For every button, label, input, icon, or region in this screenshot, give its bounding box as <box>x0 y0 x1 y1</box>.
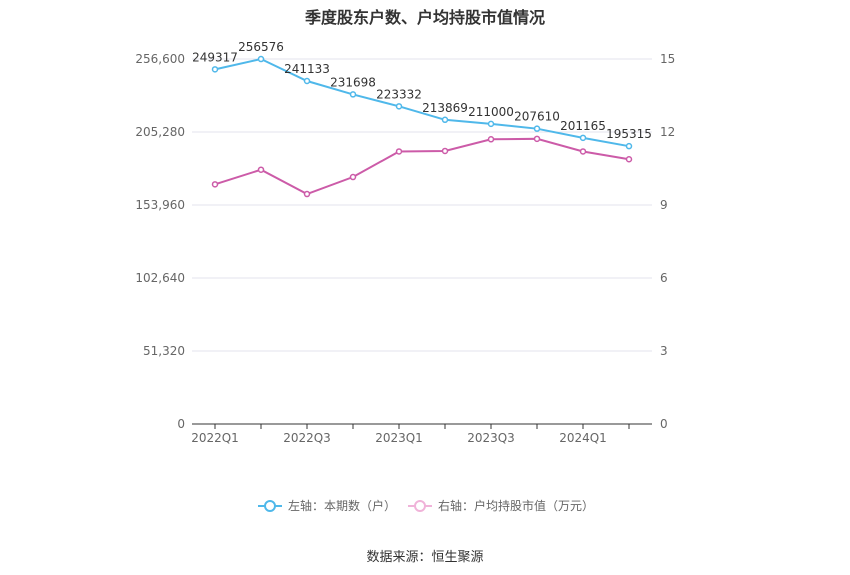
series-1-point <box>487 120 495 128</box>
chart-title: 季度股东户数、户均持股市值情况 <box>304 8 545 27</box>
left-axis-tick-label: 102,640 <box>135 271 185 285</box>
right-axis-tick-label: 3 <box>660 344 668 358</box>
series-2-point <box>211 181 219 188</box>
data-label: 256576 <box>238 40 284 54</box>
data-label: 231698 <box>330 75 376 89</box>
left-axis-tick-label: 205,280 <box>135 125 185 139</box>
left-axis-tick-label: 51,320 <box>143 344 185 358</box>
right-axis-tick-label: 15 <box>660 52 675 66</box>
x-axis-tick-label: 2023Q1 <box>375 431 423 445</box>
series-1-point <box>533 125 541 132</box>
x-axis-tick-label: 2022Q1 <box>191 431 239 445</box>
series-2-point <box>487 136 495 143</box>
series-1-point <box>395 103 403 110</box>
data-label: 211000 <box>468 105 514 119</box>
data-label: 223332 <box>376 87 422 101</box>
series-1-point <box>211 66 219 73</box>
x-axis-tick-label: 2023Q3 <box>467 431 515 445</box>
series-line-2 <box>214 137 630 196</box>
series-1-point <box>257 55 265 63</box>
data-source: 数据来源：恒生聚源 <box>366 550 484 565</box>
legend-label: 左轴：本期数（户） <box>288 498 396 513</box>
data-label: 195315 <box>606 127 652 141</box>
series-1-point <box>579 134 587 142</box>
data-label: 207610 <box>514 110 560 124</box>
series-line-1 <box>214 57 630 148</box>
series-2-point <box>533 135 541 143</box>
series-2-point <box>625 156 633 163</box>
series-2-point <box>349 173 357 181</box>
series-1-point <box>349 91 357 98</box>
data-label: 249317 <box>192 50 238 64</box>
legend-swatch-marker <box>414 500 426 512</box>
series-1-point <box>625 142 633 150</box>
x-axis-tick-label: 2024Q1 <box>559 431 607 445</box>
right-axis-tick-label: 6 <box>660 271 668 285</box>
right-axis-tick-label: 9 <box>660 198 668 212</box>
left-axis-tick-label: 0 <box>177 417 185 431</box>
series-2-point <box>303 190 311 198</box>
right-axis-tick-label: 12 <box>660 125 675 139</box>
series-2-point <box>441 147 449 155</box>
legend-swatch-marker <box>264 500 276 512</box>
data-label: 213869 <box>422 101 468 115</box>
data-label: 241133 <box>284 62 330 76</box>
series-2-point <box>395 148 403 155</box>
data-label: 201165 <box>560 119 606 133</box>
legend-label: 右轴：户均持股市值（万元） <box>438 498 594 513</box>
left-axis-tick-label: 256,600 <box>135 52 185 66</box>
x-axis-tick-label: 2022Q3 <box>283 431 331 445</box>
series-2-point <box>257 166 265 173</box>
series-2-point <box>579 148 587 155</box>
series-1-point <box>441 116 449 124</box>
series-1-point <box>303 77 311 85</box>
left-axis-tick-label: 153,960 <box>135 198 185 212</box>
right-axis-tick-label: 0 <box>660 417 668 431</box>
